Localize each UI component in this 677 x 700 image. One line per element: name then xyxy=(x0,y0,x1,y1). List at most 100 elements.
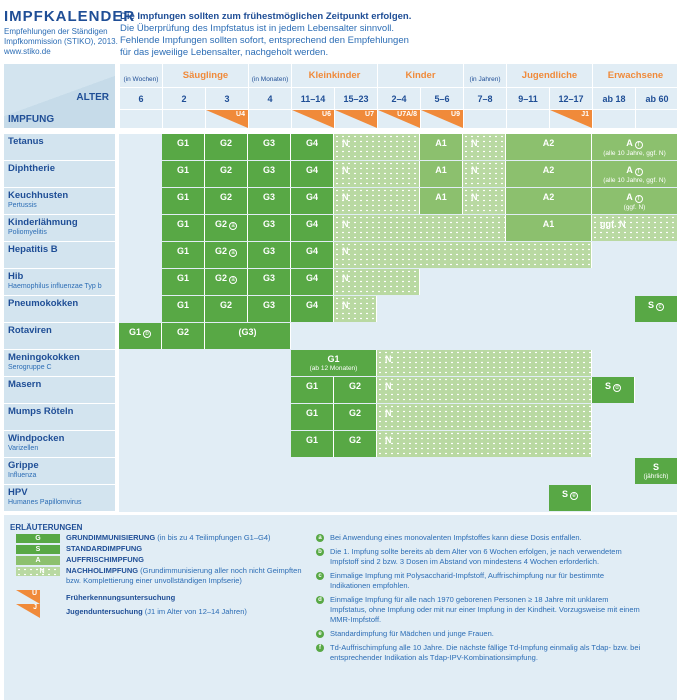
exam-cell xyxy=(463,110,506,128)
legend-text: GRUNDIMMUNISIERUNG (in bis zu 4 Teilimpf… xyxy=(66,533,306,543)
cell-label-line: N xyxy=(342,165,349,175)
vaccination-cell-G: G3 xyxy=(248,296,291,322)
vaccination-cell-G: G3 xyxy=(248,188,291,214)
vaccination-cell-N: N xyxy=(377,377,592,403)
age-group-1: Säuglinge xyxy=(162,64,248,87)
cell-label-line: G4 xyxy=(306,192,318,202)
cell-label: G1 xyxy=(305,408,318,418)
vaccination-cell-G: (G3) xyxy=(205,323,291,349)
cell-label: G1 xyxy=(176,273,189,283)
vaccine-label: Hepatitis B xyxy=(4,242,115,268)
cell-label-line: G2 xyxy=(220,138,232,148)
cell-label: G2 xyxy=(214,219,227,229)
cell-label: G3 xyxy=(262,273,275,283)
cell-label-line: N xyxy=(385,354,392,364)
cell-label: G2 xyxy=(219,300,232,310)
cell-label-line: A2 xyxy=(543,165,555,175)
cell-label: G2 xyxy=(348,381,361,391)
age-column-header: 6 xyxy=(119,88,162,109)
cell-label: N xyxy=(385,408,392,418)
cell-label-line: G1 xyxy=(177,192,189,202)
cell-label-line: G2 xyxy=(220,165,232,175)
vaccination-cell-N: N xyxy=(463,161,506,187)
exam-cell xyxy=(592,110,635,128)
vaccine-name: Rotaviren xyxy=(8,325,52,336)
cell-label-line: G1 xyxy=(177,165,189,175)
legend-term: GRUNDIMMUNISIERUNG xyxy=(66,533,156,542)
cell-label: G2 xyxy=(219,165,232,175)
cell-label: A2 xyxy=(542,192,555,202)
legend-key-S: S xyxy=(16,545,60,554)
cell-label-line: G3 xyxy=(263,138,275,148)
cell-label-line: N xyxy=(385,381,392,391)
vaccine-subname: Influenza xyxy=(8,472,37,479)
vaccine-name: Kinderlähmung xyxy=(8,217,78,228)
cell-label: N xyxy=(342,192,349,202)
cell-label: G3 xyxy=(262,246,275,256)
impfung-label: IMPFUNG xyxy=(8,114,55,125)
vaccination-cell-G: G1 xyxy=(162,134,205,160)
cell-label: G3 xyxy=(262,300,275,310)
cell-label-line: G2 xyxy=(220,300,232,310)
age-column-header: 2–4 xyxy=(377,88,420,109)
age-group-0: (in Wochen) xyxy=(119,64,162,87)
vaccine-subname: Haemophilus influenzae Typ b xyxy=(8,283,102,290)
vaccine-name: Meningokokken xyxy=(8,352,80,363)
cell-label-line: G3 xyxy=(263,246,275,256)
legend-text: STANDARDIMPFUNG xyxy=(66,544,306,554)
age-group-7: Erwachsene xyxy=(592,64,677,87)
cell-label-line: G2 xyxy=(177,327,189,337)
vaccination-cell-N: N xyxy=(377,431,592,457)
cell-label-line: N xyxy=(342,246,349,256)
vaccine-name: Windpocken xyxy=(8,433,65,444)
legend-term: Jugenduntersuchung xyxy=(66,607,143,616)
exam-cell xyxy=(119,110,162,128)
legend-exam-J: J xyxy=(16,604,40,618)
cell-note: (jährlich) xyxy=(643,473,669,480)
cell-label: A1 xyxy=(435,138,447,148)
vaccine-name: Hib xyxy=(8,271,24,282)
website-link[interactable]: www.stiko.de xyxy=(4,47,51,56)
vaccination-cell-G: G4 xyxy=(291,161,334,187)
vaccine-label: Meningokokken Serogruppe C xyxy=(4,350,115,376)
vaccination-cell-N: N xyxy=(463,134,506,160)
vaccination-cell-G: G1 xyxy=(162,269,205,295)
cell-label-line: G2 a xyxy=(215,246,237,257)
exam-cell xyxy=(635,110,677,128)
cell-label-line: ggf. N xyxy=(600,219,626,229)
age-column-header: ab 60 xyxy=(635,88,677,109)
cell-label: S xyxy=(604,381,611,391)
cell-label-line: A1 xyxy=(435,165,447,175)
footnote-text: Die 1. Impfung sollte bereits ab dem Alt… xyxy=(330,547,622,566)
cell-label: G2 xyxy=(348,408,361,418)
vaccination-cell-G: G3 xyxy=(248,215,291,241)
cell-label-line: N xyxy=(471,138,478,148)
vaccine-label: Mumps Röteln xyxy=(4,404,115,430)
footnote-e-icon: e xyxy=(570,492,578,500)
cell-label-line: G1 xyxy=(306,408,318,418)
cell-label: A2 xyxy=(542,165,555,175)
cell-label-line: G4 xyxy=(306,246,318,256)
cell-label: G4 xyxy=(305,192,318,202)
cell-label: G1 xyxy=(176,192,189,202)
cell-label: N xyxy=(342,165,349,175)
cell-label-line: G4 xyxy=(306,273,318,283)
legend-term: AUFFRISCHIMPFUNG xyxy=(66,555,144,564)
footnote-a-icon: a xyxy=(316,534,324,542)
legend-text: NACHHOLIMPFUNG (Grundimmunisierung aller… xyxy=(66,566,306,586)
vaccination-cell-N: N xyxy=(334,296,377,322)
vaccination-cell-G: G4 xyxy=(291,188,334,214)
age-group-2: (in Monaten) xyxy=(248,64,291,87)
cell-label: G1 xyxy=(176,219,189,229)
vaccine-subname: Poliomyelitis xyxy=(8,229,47,236)
vaccine-label: Kinderlähmung Poliomyelitis xyxy=(4,215,115,241)
vaccination-cell-G: G3 xyxy=(248,161,291,187)
legend-text: Jugenduntersuchung (J1 im Alter von 12–1… xyxy=(66,607,306,617)
legend-desc: (in bis zu 4 Teilimpfungen G1–G4) xyxy=(155,533,271,542)
cell-label: G4 xyxy=(305,300,318,310)
cell-label: G2 xyxy=(219,138,232,148)
